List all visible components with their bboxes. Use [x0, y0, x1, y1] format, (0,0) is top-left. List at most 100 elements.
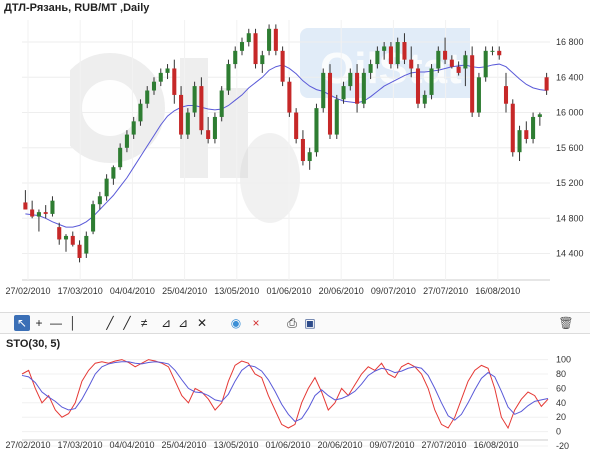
- gann-icon[interactable]: ✕: [196, 316, 208, 330]
- candle-body: [280, 50, 285, 82]
- candle-body: [239, 42, 245, 51]
- x-tick-label: 01/06/2010: [266, 286, 311, 296]
- candle-body: [50, 200, 55, 214]
- print-icon[interactable]: ⎙: [287, 315, 297, 330]
- fibonacci-icon[interactable]: ⊿: [160, 316, 172, 330]
- candle-body: [233, 50, 238, 65]
- candle-body: [63, 235, 69, 240]
- candle-body: [443, 50, 448, 60]
- candle-body: [226, 64, 231, 91]
- candle-body: [463, 55, 468, 69]
- y-tick-label: 16 400: [556, 72, 584, 82]
- y-tick-label: 15 600: [556, 143, 584, 153]
- candle-body: [524, 130, 529, 139]
- y-tick-label: 60: [556, 383, 566, 393]
- candle-body: [124, 134, 129, 148]
- candle-body: [84, 235, 89, 254]
- stochastic-chart[interactable]: -20 0 20 40 60 80 100 27/02/2010 17/03/2010 04/04…: [0, 330, 590, 456]
- drawing-toolbar: ↖ + — │ ╱ ╱ ≠ ⊿ ⊿ ✕ ◉ × ⎙ ▣ 🗑: [0, 312, 590, 334]
- candle-body: [77, 244, 82, 258]
- x-tick-label: 27/02/2010: [5, 440, 50, 450]
- y-tick-label: 16 000: [556, 108, 584, 118]
- candle-body: [355, 72, 360, 104]
- candle-body: [327, 72, 333, 135]
- candle-body: [23, 202, 28, 210]
- indicator-title: STO(30, 5): [6, 338, 61, 350]
- save-icon[interactable]: ▣: [304, 316, 316, 330]
- candle-body: [388, 46, 393, 65]
- x-tick-label: 20/06/2010: [319, 286, 364, 296]
- candle-body: [341, 86, 346, 100]
- candle-body: [91, 204, 96, 232]
- fan-icon[interactable]: ⊿: [177, 316, 189, 330]
- candle-body: [314, 108, 319, 153]
- candle-body: [145, 90, 150, 104]
- trend-line-icon[interactable]: ╱: [106, 316, 114, 330]
- candle-body: [531, 116, 536, 139]
- candle-body: [402, 42, 407, 60]
- x-tick-label: 13/05/2010: [213, 440, 258, 450]
- x-tick-label: 25/04/2010: [162, 286, 207, 296]
- candle-body: [273, 28, 278, 51]
- candle-body: [212, 116, 217, 139]
- candle-body: [483, 50, 488, 78]
- candle-body: [422, 94, 427, 104]
- price-chart[interactable]: 14 400 14 800 15 200 15 600 16 000 16 400 16 8…: [0, 0, 590, 312]
- candle-body: [503, 86, 509, 104]
- candle-body: [470, 55, 475, 113]
- x-tick-label: 01/06/2010: [265, 440, 310, 450]
- y-tick-label: 40: [556, 398, 566, 408]
- candle-body: [537, 114, 542, 117]
- x-tick-label: 17/03/2010: [57, 440, 102, 450]
- trash-icon[interactable]: 🗑: [558, 316, 574, 330]
- x-tick-label: 04/04/2010: [109, 440, 154, 450]
- candle-body: [415, 68, 421, 104]
- x-tick-label: 27/02/2010: [5, 286, 50, 296]
- candle-body: [179, 94, 184, 135]
- x-tick-label: 16/08/2010: [473, 440, 518, 450]
- candle-body: [36, 212, 41, 217]
- cursor-icon[interactable]: ↖: [14, 315, 30, 331]
- horizontal-line-icon[interactable]: —: [50, 316, 62, 330]
- candle-body: [206, 130, 211, 139]
- candle-body: [294, 112, 299, 139]
- candle-body: [70, 235, 75, 245]
- candle-body: [30, 209, 35, 217]
- x-tick-label: 25/04/2010: [161, 440, 206, 450]
- candle-body: [375, 50, 380, 65]
- candle-body: [429, 68, 434, 95]
- ray-icon[interactable]: ╱: [123, 316, 131, 330]
- candle-body: [361, 72, 366, 104]
- candle-body: [104, 178, 109, 197]
- candle-body: [449, 59, 454, 67]
- candle-body: [287, 81, 292, 113]
- sto-d-line: [21, 361, 549, 423]
- x-tick-label: 17/03/2010: [58, 286, 103, 296]
- candle-body: [334, 99, 339, 135]
- channel-icon[interactable]: ≠: [140, 316, 148, 330]
- chart-title: ДТЛ-Рязань, RUB/MT ,Daily: [4, 2, 150, 14]
- candle-body: [43, 212, 48, 214]
- candle-body: [253, 33, 258, 65]
- y-tick-label: 20: [556, 412, 566, 422]
- delete-cross-icon[interactable]: ×: [252, 316, 260, 330]
- candle-body: [544, 77, 549, 91]
- candle-body: [57, 227, 62, 240]
- vertical-line-icon[interactable]: │: [69, 316, 77, 330]
- candle-body: [395, 42, 400, 65]
- comment-icon[interactable]: ◉: [230, 316, 242, 330]
- candle-body: [497, 50, 502, 56]
- candle-body: [510, 103, 515, 153]
- x-tick-label: 27/07/2010: [423, 286, 468, 296]
- candle-body: [300, 138, 305, 162]
- x-tick-label: 16/08/2010: [475, 286, 520, 296]
- y-tick-label: 80: [556, 369, 566, 379]
- x-tick-label: 09/07/2010: [369, 440, 414, 450]
- candle-body: [111, 167, 116, 179]
- candle-body: [219, 90, 224, 117]
- candle-body: [382, 46, 387, 51]
- y-tick-label: 0: [556, 427, 561, 437]
- crosshair-icon[interactable]: +: [35, 316, 43, 330]
- x-tick-label: 27/07/2010: [421, 440, 466, 450]
- candle-body: [260, 55, 265, 65]
